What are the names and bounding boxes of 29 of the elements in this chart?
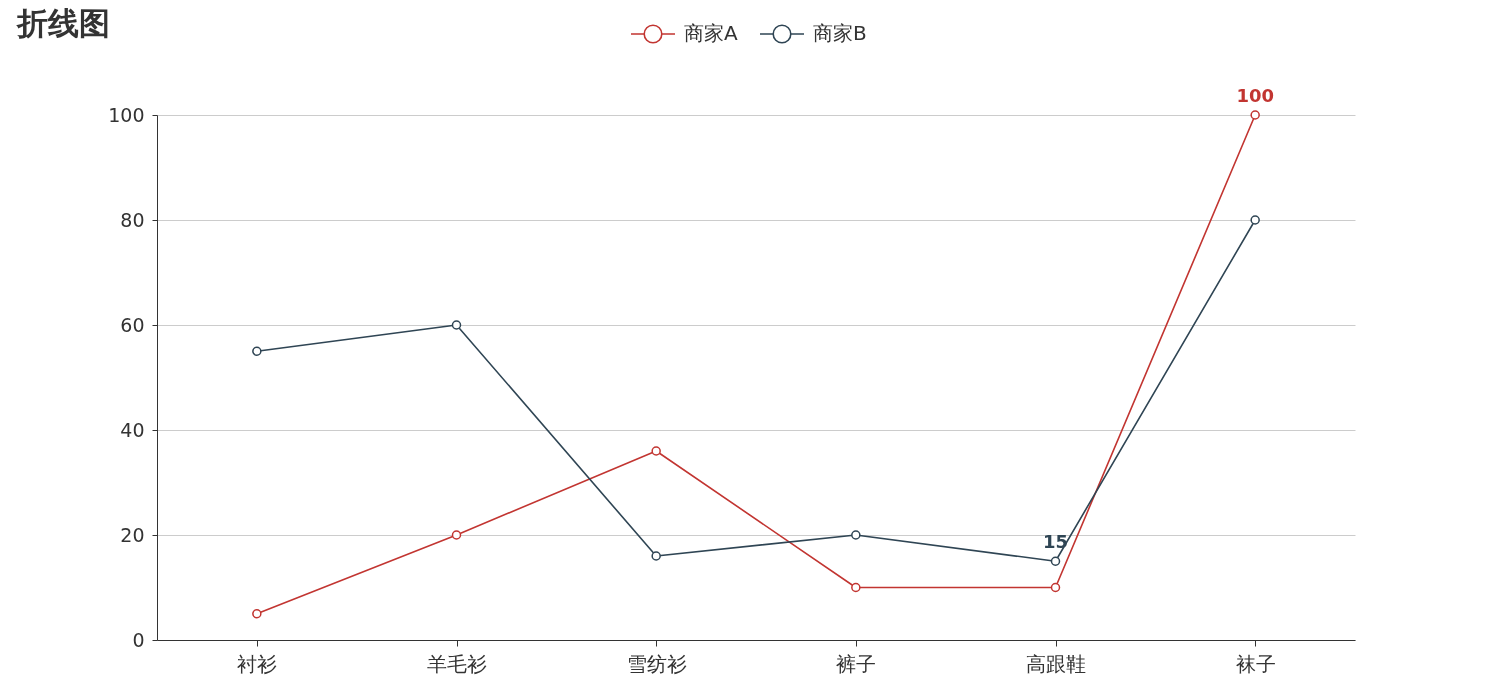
point (252, 609, 262, 619)
y-tick-label: 60 (120, 313, 145, 336)
point (651, 446, 661, 456)
legend-label: 商家A (684, 21, 738, 45)
x-tick-label: 袜子 (1235, 651, 1276, 676)
x-tick-label: 裤子 (836, 651, 877, 676)
point (252, 346, 262, 356)
x-tick-label: 衬衫 (237, 651, 278, 676)
y-tick-label: 100 (108, 103, 145, 126)
point (1250, 110, 1260, 120)
point (1050, 556, 1061, 566)
point (1250, 215, 1260, 225)
y-tick-label: 80 (120, 208, 145, 231)
annotation: 100 (1236, 85, 1274, 106)
point (1050, 582, 1061, 593)
x-tick-label: 羊毛衫 (427, 651, 487, 676)
annotation: 15 (1042, 531, 1069, 553)
legend-label: 商家B (813, 21, 867, 45)
chart-title: 折线图 (16, 5, 110, 41)
y-tick-label: 20 (120, 523, 145, 546)
y-tick-label: 40 (120, 418, 145, 441)
point (851, 582, 861, 593)
x-tick-label: 高跟鞋 (1026, 651, 1086, 676)
point (651, 551, 661, 561)
x-tick-label: 雪纺衫 (626, 651, 687, 676)
point (451, 320, 462, 330)
y-tick-label: 0 (132, 628, 145, 651)
point (851, 530, 861, 540)
point (451, 530, 462, 540)
